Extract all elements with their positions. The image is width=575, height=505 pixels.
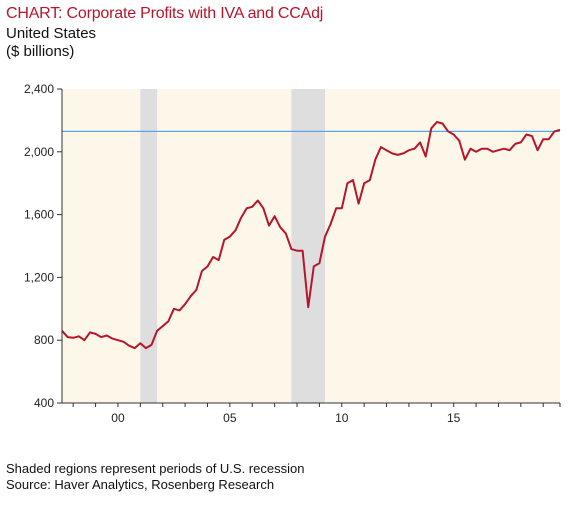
recession-band-2 (291, 89, 325, 403)
corporate-profits-series-line (61, 121, 561, 350)
y-axis-ticks: 400 800 1,200 1,600 2,000 2,400 (24, 82, 62, 410)
subtitle-units: ($ billions) (6, 43, 75, 60)
x-tick-label: 15 (447, 411, 461, 425)
chart-footer: Shaded regions represent periods of U.S.… (6, 461, 304, 493)
x-axis-ticks: 00 05 10 15 (72, 403, 561, 425)
recession-band-1 (140, 89, 158, 403)
source-note: Source: Haver Analytics, Rosenberg Resea… (6, 477, 275, 492)
y-tick-label: 400 (34, 396, 54, 410)
x-tick-label: 05 (223, 411, 237, 425)
recession-shading (140, 89, 325, 403)
y-tick-label: 1,200 (24, 270, 54, 284)
chart-title: CHART: Corporate Profits with IVA and CC… (6, 5, 324, 22)
x-tick-label: 00 (111, 411, 125, 425)
y-tick-label: 2,400 (24, 82, 54, 96)
y-tick-label: 2,000 (24, 145, 54, 159)
subtitle-country: United States (6, 25, 97, 42)
chart-subtitle: United States ($ billions) (6, 25, 96, 61)
x-tick-label: 10 (335, 411, 349, 425)
y-tick-label: 1,600 (24, 208, 54, 222)
y-tick-label: 800 (34, 333, 54, 347)
recession-note: Shaded regions represent periods of U.S.… (6, 461, 305, 476)
